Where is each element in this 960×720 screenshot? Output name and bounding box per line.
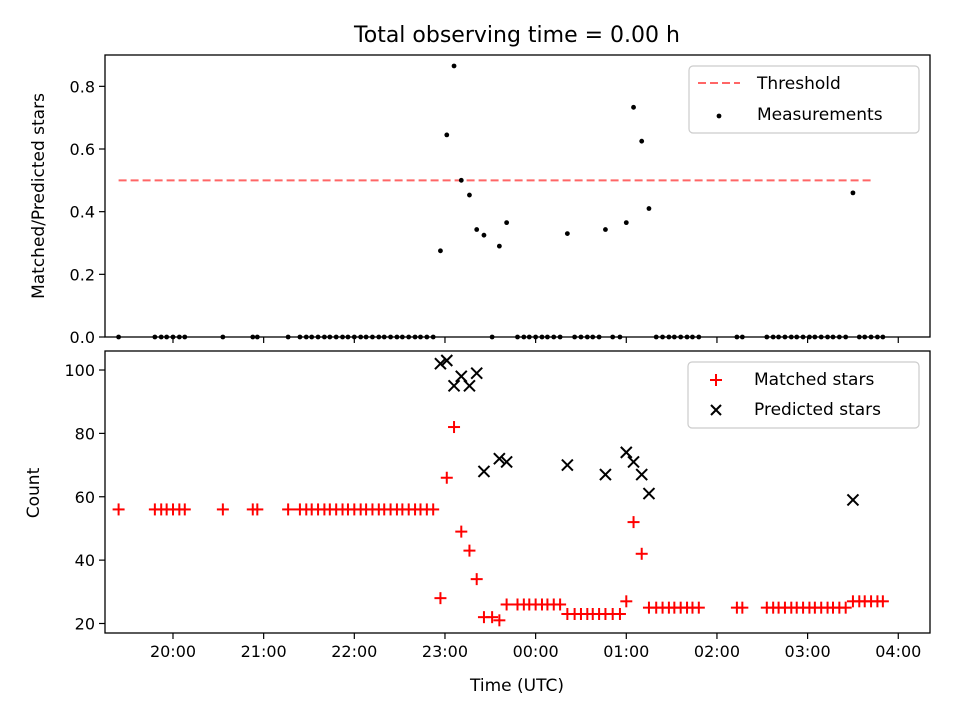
predicted-star-point <box>620 446 633 459</box>
bottom-y-tick-label: 40 <box>75 551 95 570</box>
top-panel: 0.00.20.40.60.8 Matched/Predicted stars … <box>29 54 931 347</box>
legend-threshold-label: Threshold <box>756 74 841 94</box>
matched-star-point <box>178 503 191 516</box>
matched-star-point <box>427 503 440 516</box>
predicted-legend-swatch <box>710 404 722 416</box>
figure-title: Total observing time = 0.00 h <box>353 23 680 48</box>
legend-matched-label: Matched stars <box>754 370 874 390</box>
x-tick-label: 00:00 <box>513 642 559 661</box>
matched-star-point <box>736 601 749 614</box>
matched-star-point <box>455 525 468 538</box>
matched-star-point <box>839 601 852 614</box>
x-tick-label: 03:00 <box>785 642 831 661</box>
predicted-star-point <box>627 455 640 469</box>
measurement-point <box>496 243 502 249</box>
top-legend: Threshold Measurements <box>688 65 920 134</box>
predicted-star-point <box>447 379 461 393</box>
matched-star-point <box>463 544 476 557</box>
bottom-y-tick-label: 20 <box>75 614 95 633</box>
measurement-point <box>481 232 487 238</box>
measurements-legend-swatch <box>716 113 722 119</box>
legend-predicted-label: Predicted stars <box>754 400 881 420</box>
predicted-star-point <box>440 354 453 367</box>
measurement-point <box>646 206 652 211</box>
x-tick-label: 20:00 <box>150 642 196 661</box>
top-y-tick-label: 0.6 <box>70 140 95 159</box>
bottom-panel: 20:00 21:00 22:00 23:00 00:00 01:00 02:00 03:00… <box>24 350 931 696</box>
bottom-y-tick-label: 60 <box>75 488 95 507</box>
measurement-point <box>444 132 450 138</box>
predicted-star-point <box>642 487 656 500</box>
matched-star-point <box>613 607 626 620</box>
matched-star-point <box>500 598 513 611</box>
x-tick-label: 21:00 <box>241 642 287 661</box>
matched-star-point <box>434 592 447 605</box>
legend-measurements-label: Measurements <box>757 105 883 125</box>
x-tick-label: 01:00 <box>603 642 649 661</box>
matched-star-point <box>440 471 453 484</box>
predicted-star-point <box>500 455 513 469</box>
top-legend-box <box>688 65 920 134</box>
matched-star-point <box>470 573 483 586</box>
top-plot-frame <box>104 54 931 338</box>
bottom-y-tick-label: 80 <box>75 424 95 443</box>
measurement-point <box>467 192 472 198</box>
matched-star-point <box>620 595 633 608</box>
predicted-star-point <box>493 452 506 465</box>
matched-star-point <box>486 611 499 624</box>
bottom-axes: 20:00 21:00 22:00 23:00 00:00 01:00 02:00 03:00… <box>64 361 921 661</box>
predicted-star-point <box>599 468 612 481</box>
top-y-axis-label: Matched/Predicted stars <box>29 93 49 299</box>
predicted-star-point <box>846 493 860 507</box>
x-tick-label: 22:00 <box>331 642 377 661</box>
measurement-point <box>438 248 443 254</box>
x-tick-label: 02:00 <box>694 642 740 661</box>
top-y-tick-label: 0.0 <box>70 328 95 347</box>
matched-star-point <box>627 516 640 529</box>
measurement-point <box>623 220 629 226</box>
matched-star-point <box>554 598 567 611</box>
measurement-point <box>639 138 645 144</box>
matched-star-point <box>493 614 506 627</box>
bottom-y-tick-label: 100 <box>64 361 95 380</box>
matched-star-point <box>635 547 648 560</box>
measurement-point <box>504 220 510 226</box>
bottom-plot-marks <box>112 354 889 627</box>
predicted-star-point <box>434 357 447 370</box>
bottom-legend: Matched stars Predicted stars <box>687 361 920 429</box>
measurement-point <box>631 104 636 110</box>
measurement-point <box>451 63 457 69</box>
top-y-tick-label: 0.2 <box>70 265 95 284</box>
matched-legend-swatch <box>710 374 722 386</box>
bottom-legend-box <box>687 361 920 429</box>
predicted-star-point <box>635 468 648 481</box>
predicted-star-point <box>477 465 491 478</box>
x-axis-label: Time (UTC) <box>469 676 564 696</box>
matched-star-point <box>251 503 264 516</box>
predicted-star-point <box>561 458 574 472</box>
matched-star-point <box>216 503 229 516</box>
x-tick-label: 23:00 <box>422 642 468 661</box>
bottom-plot-frame <box>104 350 931 634</box>
matched-star-point <box>692 601 705 614</box>
x-tick-label: 04:00 <box>875 642 921 661</box>
top-y-tick-label: 0.4 <box>70 203 95 222</box>
top-y-tick-label: 0.8 <box>70 77 95 96</box>
matched-star-point <box>448 421 461 434</box>
bottom-y-axis-label: Count <box>24 467 44 518</box>
measurement-point <box>474 227 480 232</box>
predicted-star-point <box>470 366 483 380</box>
matched-star-point <box>876 595 889 608</box>
matched-star-point <box>112 503 125 516</box>
measurement-point <box>850 190 856 196</box>
matched-star-point <box>282 503 295 516</box>
top-axes: 0.0 0.2 0.4 0.6 0.8 <box>70 77 899 347</box>
predicted-star-point <box>463 379 476 393</box>
measurement-point <box>603 227 608 232</box>
measurement-point <box>564 231 570 237</box>
measurement-point <box>458 177 464 183</box>
